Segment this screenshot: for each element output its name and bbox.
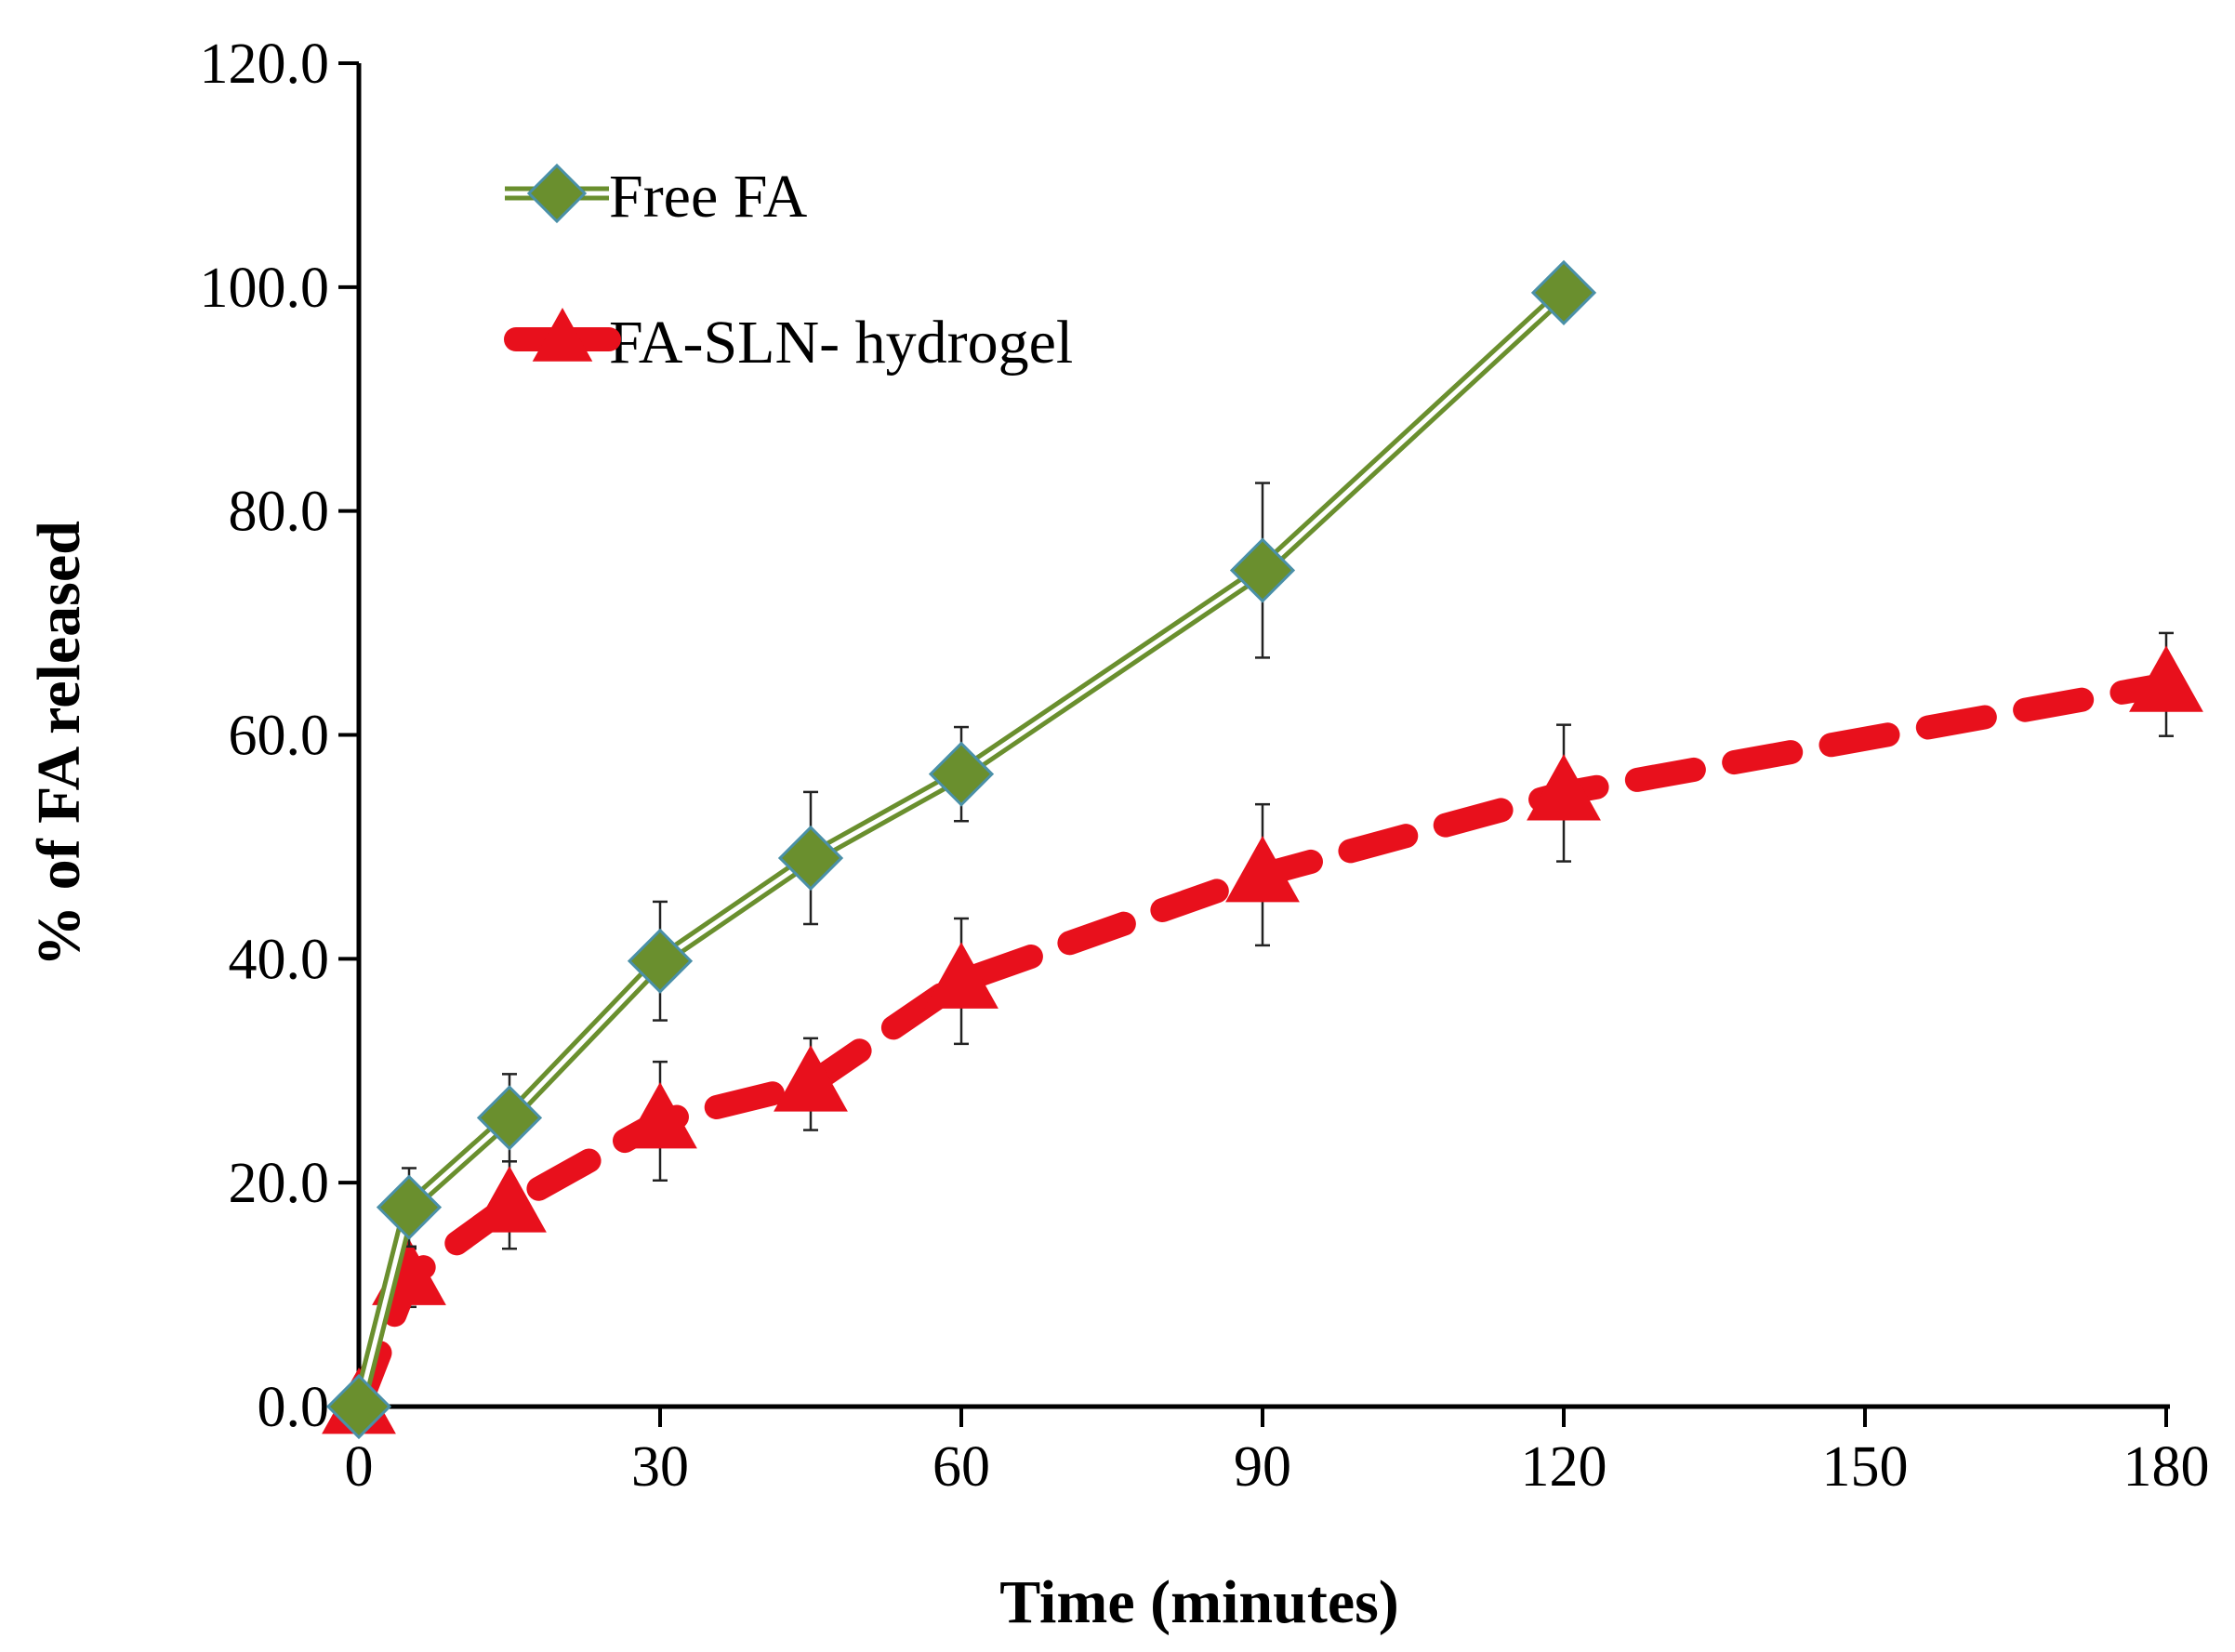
x-tick-label: 60	[932, 1435, 990, 1499]
x-tick-label: 150	[1822, 1435, 1909, 1499]
legend: Free FA FA-SLN- hydrogel	[504, 163, 1073, 377]
x-tick-label: 90	[1234, 1435, 1291, 1499]
fa-sln-hydrogel-point	[924, 942, 998, 1009]
y-axis-ticks: 0.0 20.0 40.0 60.0 80.0 100.0 120.0	[200, 33, 359, 1439]
y-axis-title: % of FA released	[25, 521, 93, 967]
series-layer	[322, 259, 2203, 1440]
legend-marker-free-fa	[526, 163, 588, 224]
free-fa-point	[1530, 259, 1597, 325]
y-tick-label: 20.0	[229, 1152, 330, 1215]
series-fa-sln-hydrogel	[322, 631, 2203, 1434]
free-fa-point	[928, 741, 995, 807]
y-tick-label: 80.0	[229, 481, 330, 544]
fa-sln-hydrogel-point	[1527, 754, 1601, 821]
x-tick-label: 120	[1521, 1435, 1607, 1499]
free-fa-point	[777, 825, 844, 892]
y-tick-label: 0.0	[258, 1376, 330, 1439]
legend-marker-fa-sln-hydrogel	[532, 308, 593, 362]
fa-sln-hydrogel-point	[623, 1081, 697, 1149]
fa-sln-hydrogel-point	[2129, 645, 2203, 712]
free-fa-point	[476, 1085, 543, 1151]
y-tick-label: 120.0	[200, 33, 330, 96]
x-axis-ticks: 0 30 60 90 120 150 180	[345, 1407, 2210, 1499]
legend-label-fa-sln-hydrogel: FA-SLN- hydrogel	[609, 309, 1073, 377]
fa-sln-hydrogel-line	[347, 672, 2178, 1419]
fa-sln-hydrogel-point	[472, 1166, 547, 1233]
fa-sln-hydrogel-point	[1225, 836, 1300, 903]
legend-label-free-fa: Free FA	[609, 163, 808, 231]
free-fa-point	[376, 1174, 443, 1240]
free-fa-point	[1229, 537, 1296, 603]
x-tick-label: 180	[2123, 1435, 2210, 1499]
x-tick-label: 30	[631, 1435, 689, 1499]
fa-sln-hydrogel-point	[774, 1045, 848, 1112]
series-free-fa	[325, 259, 1597, 1440]
free-fa-point	[325, 1373, 392, 1440]
y-tick-label: 40.0	[229, 928, 330, 991]
free-fa-point	[627, 928, 694, 994]
y-tick-label: 100.0	[200, 257, 330, 320]
x-axis-title: Time (minutes)	[999, 1568, 1399, 1636]
x-tick-label: 0	[345, 1435, 374, 1499]
y-tick-label: 60.0	[229, 705, 330, 768]
